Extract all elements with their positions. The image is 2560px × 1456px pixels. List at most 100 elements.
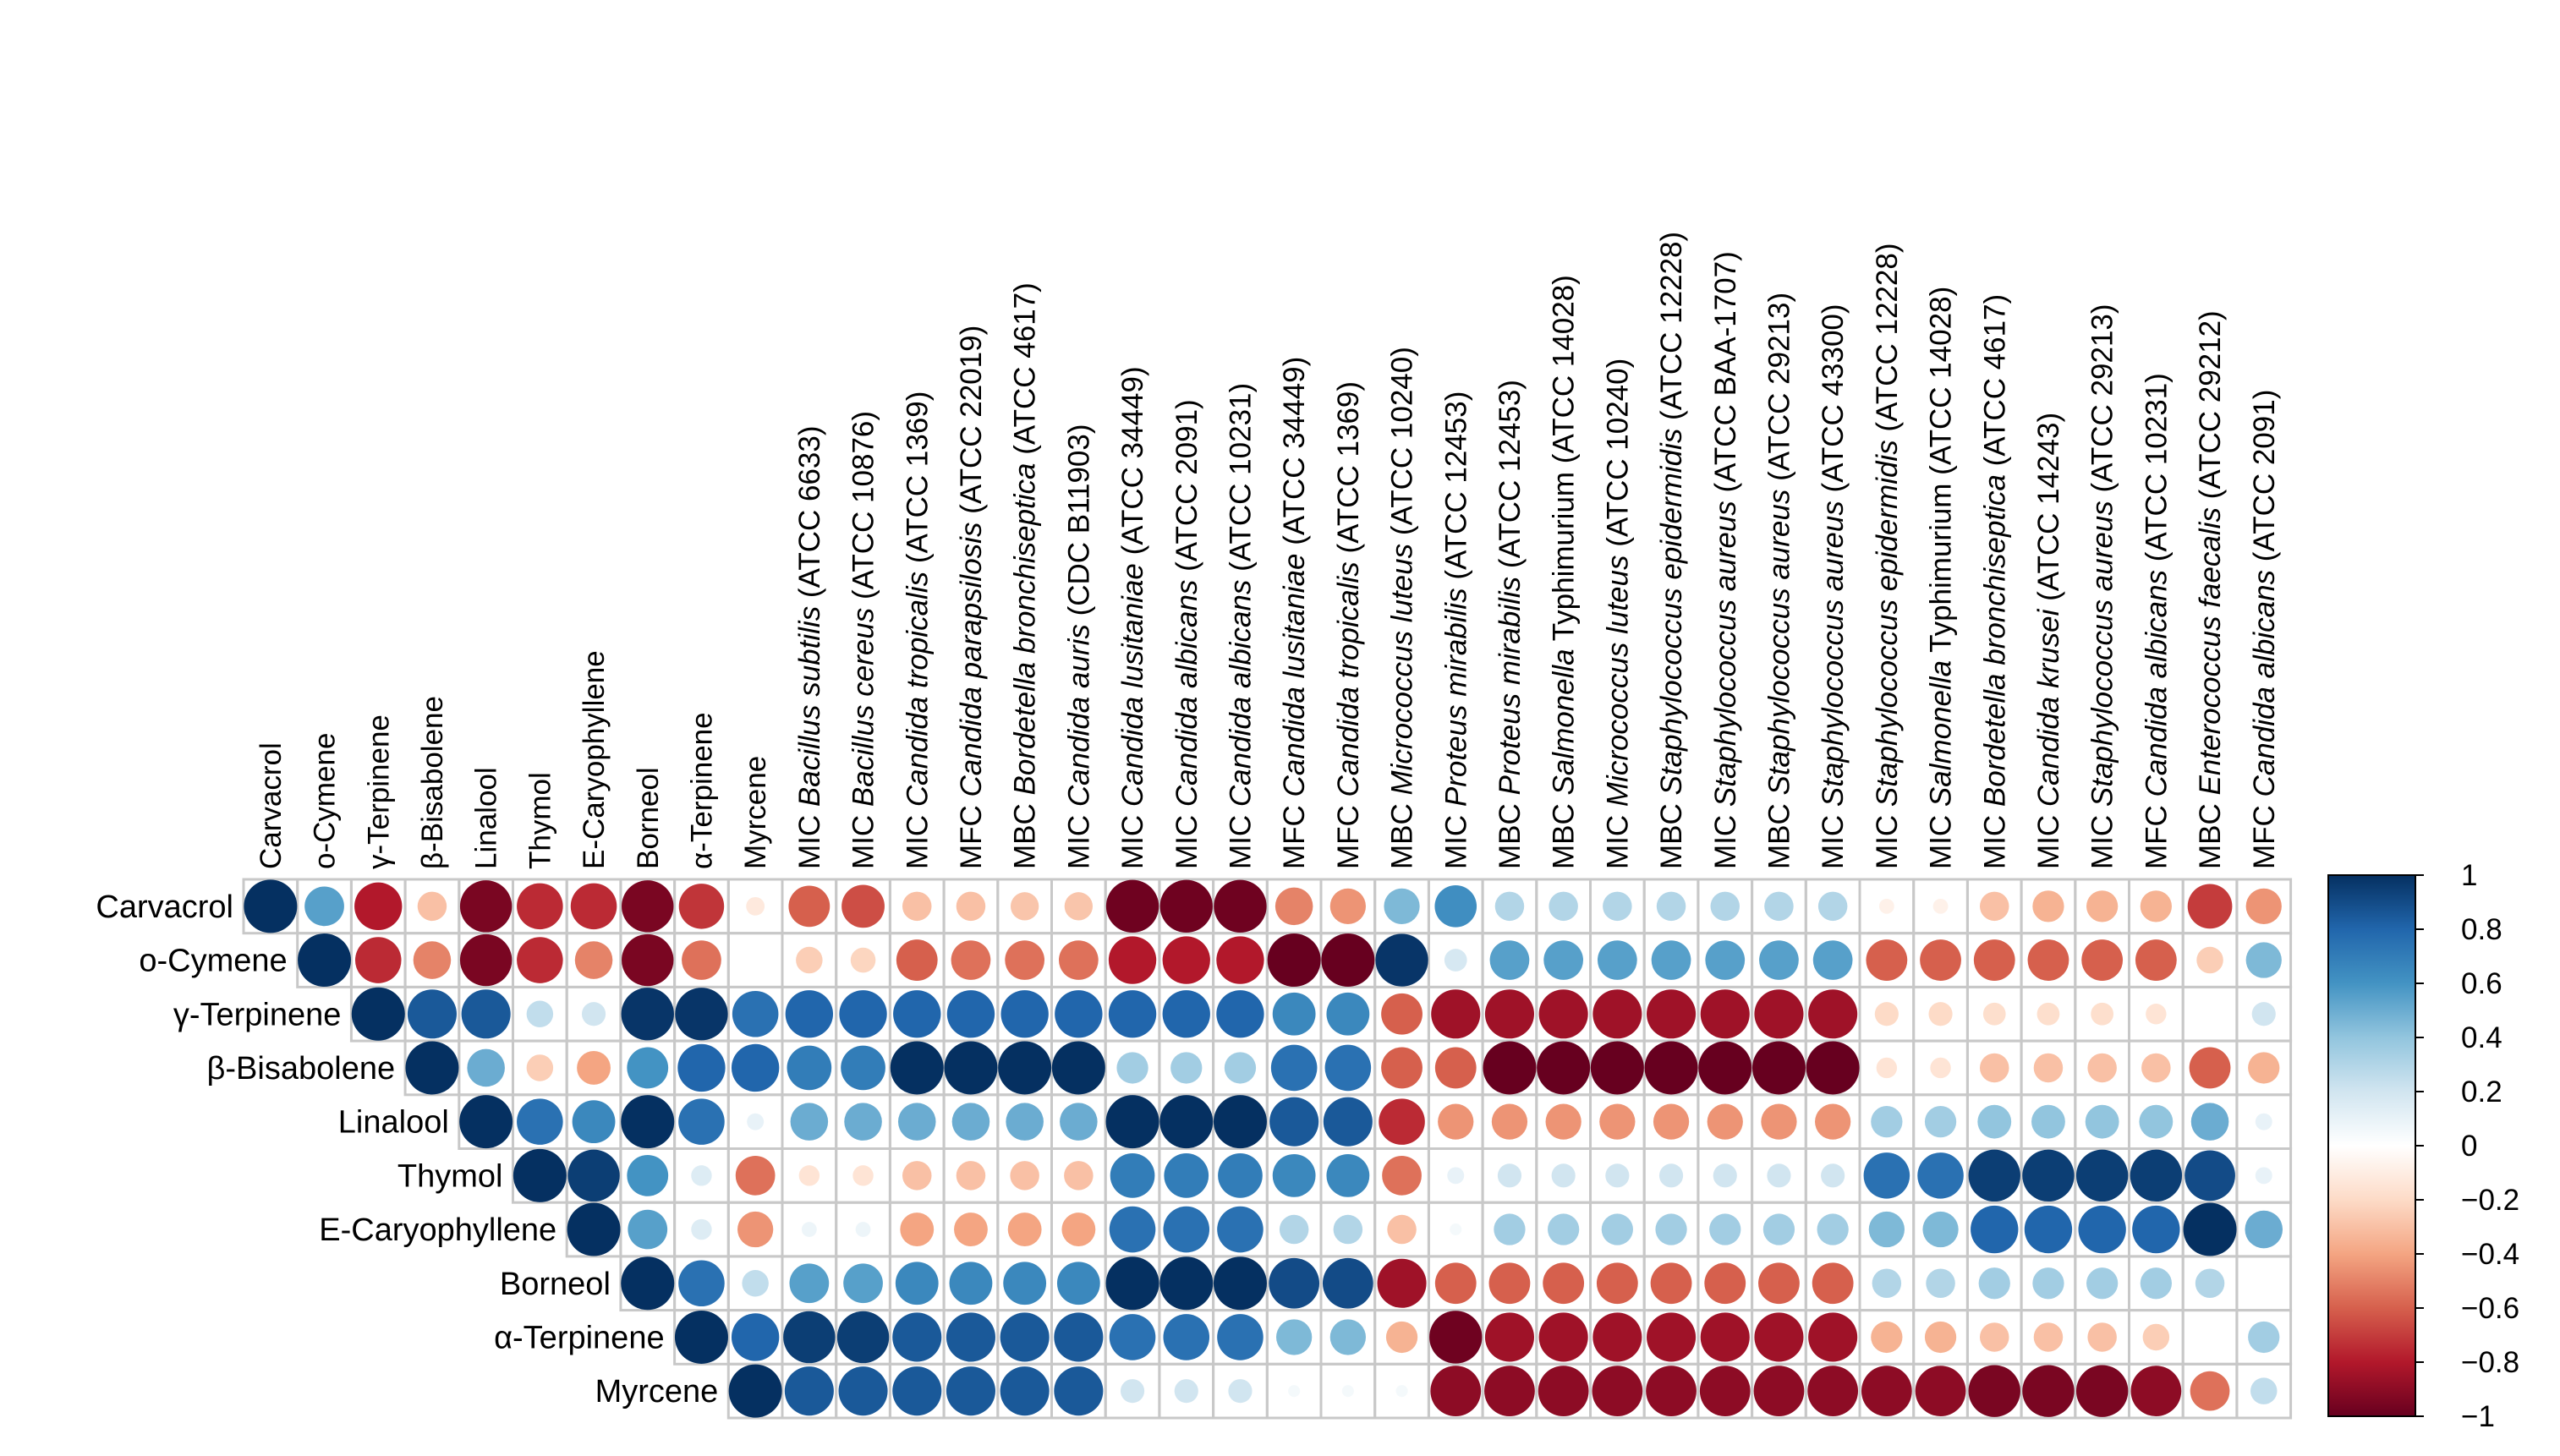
correlation-circle xyxy=(1537,1041,1591,1095)
correlation-circle xyxy=(1216,990,1264,1038)
correlation-circle xyxy=(1979,1322,2009,1352)
correlation-circle xyxy=(572,1100,616,1144)
grid-cell xyxy=(2181,985,2239,1043)
correlation-circle xyxy=(1159,1095,1214,1149)
row-label: α-Terpinene xyxy=(494,1320,665,1355)
correlation-circle xyxy=(1323,1097,1373,1147)
column-label: MFC Candida tropicalis (ATCC 1369) xyxy=(1332,381,1365,869)
correlation-circle xyxy=(526,1054,554,1081)
correlation-circle xyxy=(1647,989,1697,1039)
correlation-circle xyxy=(2251,1002,2276,1026)
correlation-circle xyxy=(2130,1366,2182,1417)
correlation-circle xyxy=(1064,1161,1094,1191)
correlation-circle xyxy=(1269,1257,1320,1309)
correlation-circle xyxy=(1382,1155,1422,1196)
column-label: MBC Proteus mirabilis (ATCC 12453) xyxy=(1494,380,1527,869)
correlation-circle xyxy=(1603,891,1632,922)
correlation-circle xyxy=(1707,1103,1743,1140)
correlation-circle xyxy=(1217,1206,1264,1253)
column-label: β-Bisabolene xyxy=(416,696,449,869)
correlation-circle xyxy=(1817,1213,1849,1245)
correlation-circle xyxy=(1543,1262,1585,1305)
correlation-circle xyxy=(1108,936,1157,984)
correlation-circle xyxy=(902,1161,932,1191)
column-label: Myrcene xyxy=(739,756,772,869)
correlation-circle xyxy=(1650,1262,1692,1305)
row-label: Borneol xyxy=(500,1267,611,1302)
correlation-circle xyxy=(1592,989,1642,1039)
correlation-circle xyxy=(1759,940,1799,980)
correlation-circle xyxy=(2190,1371,2230,1411)
correlation-circle xyxy=(801,1222,817,1237)
correlation-circle xyxy=(1105,1256,1159,1311)
column-label: MFC Candida parapsilosis (ATCC 22019) xyxy=(955,326,988,869)
correlation-circle xyxy=(1434,1047,1477,1089)
colorbar-tick-label: −0.6 xyxy=(2461,1292,2519,1325)
colorbar-gradient xyxy=(2327,874,2416,1417)
correlation-circle xyxy=(1324,1044,1372,1092)
correlation-circle xyxy=(1754,989,1804,1039)
correlation-circle xyxy=(843,1263,883,1304)
correlation-circle xyxy=(1108,990,1157,1038)
correlation-circle xyxy=(789,1263,830,1304)
correlation-circle xyxy=(2078,1205,2126,1254)
correlation-circle xyxy=(2255,1167,2272,1185)
column-label: γ-Terpinene xyxy=(362,714,395,869)
correlation-circle xyxy=(951,940,991,980)
correlation-circle xyxy=(838,1366,888,1416)
correlation-circle xyxy=(1163,1314,1210,1360)
correlation-circle xyxy=(1489,940,1530,980)
correlation-circle xyxy=(1385,1321,1418,1354)
correlation-circle xyxy=(459,1095,513,1149)
correlation-circle xyxy=(581,1002,606,1026)
column-label: MBC Staphylococcus epidermidis (ATCC 122… xyxy=(1655,232,1688,869)
correlation-circle xyxy=(1488,1262,1531,1305)
correlation-circle xyxy=(836,1311,890,1364)
correlation-circle xyxy=(459,880,513,933)
correlation-circle xyxy=(742,1270,769,1297)
correlation-circle xyxy=(1868,1211,1905,1248)
correlation-circle xyxy=(1387,1214,1417,1245)
correlation-circle xyxy=(946,990,995,1038)
correlation-circle xyxy=(1808,1312,1858,1362)
row-label: β-Bisabolene xyxy=(207,1051,396,1087)
correlation-circle xyxy=(2195,1268,2225,1299)
row-label: Thymol xyxy=(397,1158,503,1194)
correlation-circle xyxy=(1213,1256,1267,1311)
correlation-circle xyxy=(1599,1103,1636,1140)
correlation-circle xyxy=(1979,891,2009,922)
grid-cell xyxy=(2181,1309,2239,1366)
correlation-circle xyxy=(1924,1321,1957,1354)
correlation-circle xyxy=(2196,946,2223,974)
correlation-circle xyxy=(1538,989,1588,1039)
column-label: Carvacrol xyxy=(255,742,288,869)
column-label: MFC Candida albicans (ATCC 10231) xyxy=(2140,373,2173,869)
column-label: MIC Candida tropicalis (ATCC 1369) xyxy=(901,391,934,869)
row-label: Linalool xyxy=(338,1105,449,1141)
correlation-circle xyxy=(787,1045,832,1091)
correlation-circle xyxy=(678,1260,725,1307)
correlation-circle xyxy=(2250,1377,2278,1404)
correlation-circle xyxy=(1279,1214,1309,1245)
correlation-circle xyxy=(1876,1057,1898,1079)
correlation-circle xyxy=(1656,891,1686,922)
correlation-circle xyxy=(2091,1002,2114,1026)
correlation-circle xyxy=(2190,1103,2229,1141)
column-label: MIC Bacillus subtilis (ATCC 6633) xyxy=(793,425,826,869)
correlation-circle xyxy=(1655,1213,1687,1245)
correlation-circle xyxy=(1170,1052,1203,1084)
correlation-circle xyxy=(785,990,834,1038)
correlation-circle xyxy=(1698,1041,1752,1095)
correlation-circle xyxy=(1494,891,1525,922)
correlation-circle xyxy=(1276,1319,1313,1355)
correlation-circle xyxy=(2032,1267,2064,1300)
correlation-circle xyxy=(2022,1365,2075,1417)
correlation-circle xyxy=(2075,1365,2129,1417)
correlation-circle xyxy=(1861,1366,1912,1417)
correlation-circle xyxy=(2024,1205,2073,1254)
correlation-circle xyxy=(1596,1262,1638,1305)
column-label: MIC Staphylococcus epidermidis (ATCC 122… xyxy=(1871,244,1904,869)
correlation-circle xyxy=(2036,1002,2060,1026)
correlation-circle xyxy=(893,990,941,1038)
correlation-circle xyxy=(298,933,352,988)
